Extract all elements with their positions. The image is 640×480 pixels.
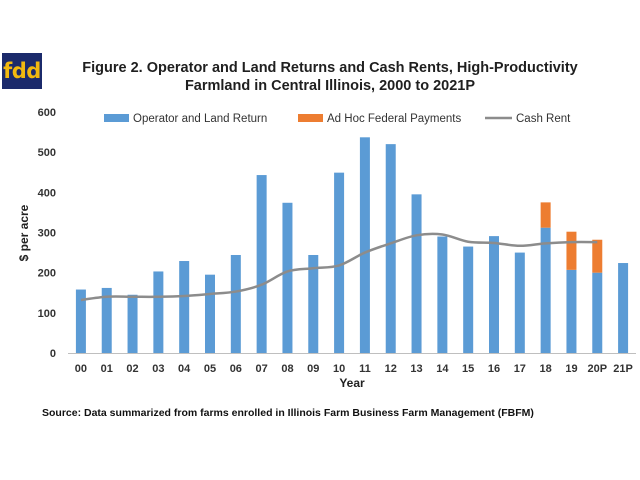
chart-title: Figure 2. Operator and Land Returns and … <box>60 59 600 95</box>
chart-title-line2: Farmland in Central Illinois, 2000 to 20… <box>184 78 476 94</box>
x-tick-label: 16 <box>488 363 500 375</box>
x-tick-label: 18 <box>540 363 552 375</box>
bar-operator-land-return <box>75 289 86 353</box>
x-tick-label: 10 <box>333 363 345 375</box>
bar-operator-land-return <box>618 263 629 353</box>
x-tick-label: 12 <box>385 363 397 375</box>
bar-operator-land-return <box>514 252 525 353</box>
legend-label-cash-rent: Cash Rent <box>516 113 571 125</box>
y-tick-label: 300 <box>38 228 56 240</box>
source-note: Source: Data summarized from farms enrol… <box>42 407 534 419</box>
x-tick-label: 13 <box>410 363 422 375</box>
x-tick-label: 00 <box>75 363 87 375</box>
bar-operator-land-return <box>489 236 499 353</box>
bar-operator-land-return <box>566 269 577 353</box>
x-tick-label: 01 <box>101 363 113 375</box>
y-tick-label: 400 <box>38 187 56 199</box>
y-tick-label: 100 <box>38 308 56 320</box>
x-tick-label: 17 <box>514 363 526 375</box>
bar-operator-land-return <box>592 272 603 353</box>
x-tick-label: 08 <box>281 363 293 375</box>
bar-operator-land-return <box>540 227 551 353</box>
x-tick-label: 02 <box>126 363 138 375</box>
y-axis-title: $ per acre <box>17 204 31 261</box>
x-tick-label: 20P <box>587 363 607 375</box>
y-tick-label: 500 <box>38 147 56 159</box>
x-tick-label: 19 <box>565 363 577 375</box>
x-tick-label: 21P <box>613 363 633 375</box>
x-tick-label: 05 <box>204 363 216 375</box>
bar-operator-land-return <box>385 144 396 353</box>
legend-label-ad-hoc-federal-payments: Ad Hoc Federal Payments <box>327 113 461 125</box>
x-tick-label: 14 <box>436 363 449 375</box>
x-tick-label: 11 <box>359 363 371 375</box>
x-tick-label: 07 <box>256 363 268 375</box>
x-tick-label: 15 <box>462 363 474 375</box>
y-tick-label: 600 <box>38 107 56 119</box>
x-axis-title: Year <box>339 376 365 390</box>
logo-text: fdd <box>3 59 41 83</box>
legend-swatch-operator-land-return <box>104 114 129 122</box>
bar-operator-land-return <box>282 202 293 353</box>
chart-title-line1: Figure 2. Operator and Land Returns and … <box>82 60 578 76</box>
x-tick-label: 09 <box>307 363 319 375</box>
x-tick-label: 04 <box>178 363 191 375</box>
legend-swatch-ad-hoc-federal-payments <box>298 114 323 122</box>
bar-operator-land-return <box>179 261 190 353</box>
fdd-logo: fdd <box>2 53 42 89</box>
bar-operator-land-return <box>256 175 267 353</box>
bar-operator-land-return <box>205 274 215 353</box>
x-tick-label: 06 <box>230 363 242 375</box>
x-tick-label: 03 <box>152 363 164 375</box>
line-cash-rent <box>80 232 598 302</box>
bar-ad-hoc-federal-payments <box>566 231 577 270</box>
bar-ad-hoc-federal-payments <box>592 239 603 273</box>
bar-operator-land-return <box>153 271 164 353</box>
bar-ad-hoc-federal-payments <box>540 202 551 228</box>
bar-operator-land-return <box>411 194 422 353</box>
bar-operator-land-return <box>127 294 138 353</box>
bar-operator-land-return <box>359 137 370 353</box>
bar-operator-land-return <box>308 254 319 353</box>
bar-operator-land-return <box>334 172 345 353</box>
bar-operator-land-return <box>230 254 241 353</box>
legend-label-operator-land-return: Operator and Land Return <box>133 113 267 125</box>
y-tick-label: 0 <box>50 348 56 360</box>
bar-operator-land-return <box>463 246 474 353</box>
bar-operator-land-return <box>101 287 112 353</box>
bar-operator-land-return <box>437 236 448 353</box>
y-tick-label: 200 <box>38 268 56 280</box>
